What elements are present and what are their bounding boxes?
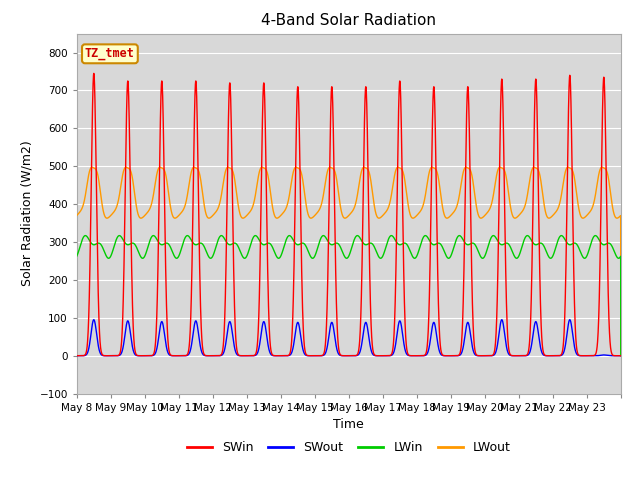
Y-axis label: Solar Radiation (W/m2): Solar Radiation (W/m2) bbox=[21, 141, 34, 287]
X-axis label: Time: Time bbox=[333, 418, 364, 431]
Title: 4-Band Solar Radiation: 4-Band Solar Radiation bbox=[261, 13, 436, 28]
Legend: SWin, SWout, LWin, LWout: SWin, SWout, LWin, LWout bbox=[182, 436, 516, 459]
Text: TZ_tmet: TZ_tmet bbox=[85, 48, 135, 60]
